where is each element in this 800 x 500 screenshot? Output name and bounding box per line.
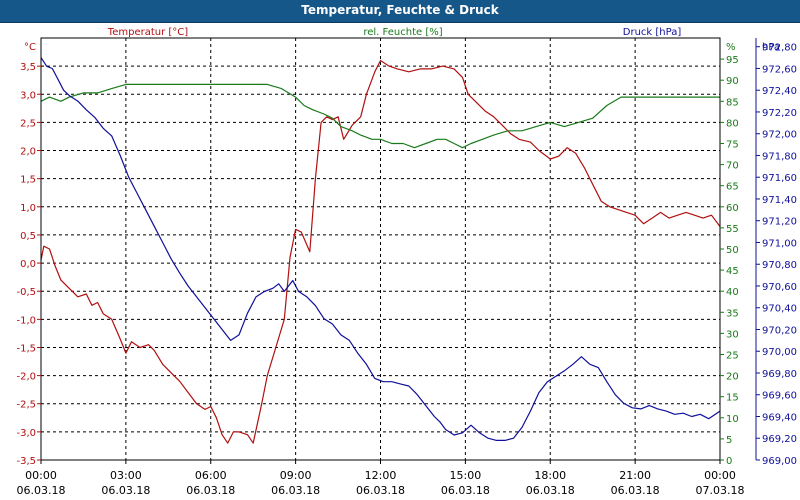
x-tick-date-label: 07.03.18 (696, 484, 745, 497)
x-tick-date-label: 06.03.18 (17, 484, 66, 497)
pressure-tick-label: 971,00 (762, 238, 797, 249)
x-tick-time-label: 06:00 (195, 469, 227, 482)
humidity-tick-label: 0 (726, 456, 732, 467)
humidity-tick-label: 5 (726, 435, 732, 446)
x-tick-date-label: 06.03.18 (271, 484, 320, 497)
humidity-tick-label: 20 (726, 372, 739, 383)
pressure-tick-label: 972,80 (762, 43, 797, 54)
pressure-unit-label: hPa (762, 42, 780, 53)
humidity-tick-label: 10 (726, 414, 739, 425)
pressure-tick-label: 969,60 (762, 391, 797, 402)
pressure-tick-label: 969,00 (762, 456, 797, 467)
series-lines (40, 57, 721, 444)
x-tick-time-label: 15:00 (450, 469, 482, 482)
temperature-tick-label: -3,0 (16, 428, 36, 439)
humidity-tick-label: 75 (726, 140, 739, 151)
x-tick-time-label: 21:00 (619, 469, 651, 482)
x-tick-date-label: 06.03.18 (611, 484, 660, 497)
humidity-tick-label: 30 (726, 329, 739, 340)
x-tick-date-label: 06.03.18 (101, 484, 150, 497)
x-tick-date-label: 06.03.18 (441, 484, 490, 497)
x-tick-date-label: 06.03.18 (526, 484, 575, 497)
x-tick-time-label: 00:00 (704, 469, 736, 482)
pressure-axis-title: Druck [hPa] (623, 27, 682, 38)
temperature-tick-label: 1,5 (20, 175, 36, 186)
pressure-tick-label: 969,40 (762, 412, 797, 423)
temperature-tick-label: -2,0 (16, 372, 36, 383)
x-tick-date-label: 06.03.18 (356, 484, 405, 497)
humidity-tick-label: 50 (726, 245, 739, 256)
humidity-tick-label: 40 (726, 287, 739, 298)
pressure-tick-label: 971,40 (762, 195, 797, 206)
x-tick-time-label: 09:00 (280, 469, 312, 482)
humidity-unit-label: % (726, 42, 736, 53)
humidity-tick-label: 95 (726, 55, 739, 66)
humidity-tick-label: 70 (726, 161, 739, 172)
humidity-tick-label: 15 (726, 393, 739, 404)
x-tick-time-label: 03:00 (110, 469, 142, 482)
temperature-unit-label: °C (24, 42, 36, 53)
pressure-tick-label: 972,00 (762, 130, 797, 141)
x-tick-time-label: 12:00 (365, 469, 397, 482)
chart-title-bar: Temperatur, Feuchte & Druck (0, 0, 800, 23)
pressure-tick-label: 971,80 (762, 151, 797, 162)
pressure-tick-label: 970,00 (762, 347, 797, 358)
temperature-axis-title: Temperatur [°C] (107, 27, 188, 38)
x-tick-date-label: 06.03.18 (186, 484, 235, 497)
humidity-tick-label: 55 (726, 224, 739, 235)
temperature-tick-label: 3,0 (20, 90, 36, 101)
axis-labels: 3,5 3,0 2,5 2,0 1,5 1,0 0,5 0,0 -0,5 -1,0 -1,5 -2,0… (16, 27, 797, 497)
humidity-tick-label: 80 (726, 118, 739, 129)
temperature-tick-label: -1,0 (16, 315, 36, 326)
pressure-tick-label: 970,60 (762, 282, 797, 293)
humidity-tick-label: 65 (726, 182, 739, 193)
temperature-tick-label: 3,5 (20, 62, 36, 73)
pressure-tick-label: 969,20 (762, 434, 797, 445)
humidity-tick-label: 25 (726, 351, 739, 362)
temperature-tick-label: 0,5 (20, 231, 36, 242)
temperature-series-line (40, 59, 721, 444)
temperature-tick-label: 2,5 (20, 118, 36, 129)
pressure-tick-label: 971,60 (762, 173, 797, 184)
axes (37, 37, 760, 464)
pressure-tick-label: 972,60 (762, 64, 797, 75)
humidity-series-line (40, 83, 720, 149)
x-tick-time-label: 18:00 (534, 469, 566, 482)
pressure-tick-label: 970,80 (762, 260, 797, 271)
humidity-tick-label: 85 (726, 97, 739, 108)
temperature-tick-label: 2,0 (20, 147, 36, 158)
pressure-tick-label: 972,20 (762, 108, 797, 119)
temperature-tick-label: 1,0 (20, 203, 36, 214)
temperature-tick-label: -3,5 (16, 456, 36, 467)
pressure-tick-label: 970,20 (762, 325, 797, 336)
pressure-tick-label: 971,20 (762, 217, 797, 228)
chart-area: 3,5 3,0 2,5 2,0 1,5 1,0 0,5 0,0 -0,5 -1,0 -1,5 -2,0… (16, 27, 797, 497)
humidity-tick-label: 60 (726, 203, 739, 214)
pressure-tick-label: 972,40 (762, 86, 797, 97)
temperature-tick-label: -2,5 (16, 400, 36, 411)
temperature-tick-label: -1,5 (16, 343, 36, 354)
temperature-tick-label: -0,5 (16, 287, 36, 298)
pressure-tick-label: 969,80 (762, 369, 797, 380)
humidity-axis-title: rel. Feuchte [%] (363, 27, 442, 38)
humidity-tick-label: 35 (726, 308, 739, 319)
pressure-series-line (40, 57, 721, 441)
grid (40, 38, 721, 461)
humidity-tick-label: 45 (726, 266, 739, 277)
x-tick-time-label: 00:00 (25, 469, 57, 482)
temperature-tick-label: 0,0 (20, 259, 36, 270)
chart-title: Temperatur, Feuchte & Druck (301, 3, 499, 17)
pressure-tick-label: 970,40 (762, 304, 797, 315)
humidity-tick-label: 90 (726, 76, 739, 87)
